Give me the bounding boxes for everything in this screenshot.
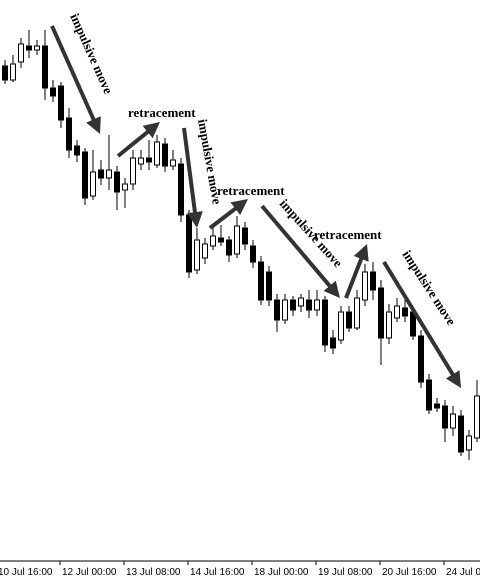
candle-body (386, 311, 392, 339)
x-tick-label: 12 Jul 00:00 (62, 567, 117, 578)
candle-body (10, 63, 16, 81)
candle-body (434, 403, 440, 409)
x-tick-label: 10 Jul 16:00 (0, 567, 53, 578)
candle-body (50, 87, 56, 97)
annotation-arrow (382, 260, 461, 388)
candle-body (370, 271, 376, 291)
candle-body (74, 145, 80, 156)
candle-body (202, 243, 208, 259)
candle-body (290, 299, 296, 311)
candle-body (98, 169, 104, 179)
x-tick-label: 19 Jul 08:00 (318, 567, 373, 578)
candle-body (42, 45, 48, 89)
candle-body (466, 435, 472, 451)
x-tick-label: 24 Jul 00:00 (446, 567, 480, 578)
annotation-label: impulsive move (67, 11, 116, 96)
candle-body (250, 245, 256, 263)
candle-body (346, 311, 352, 329)
candle-body (418, 335, 424, 383)
annotation-label: retracement (217, 183, 285, 198)
candle-body (458, 415, 464, 453)
candle-body (146, 157, 152, 163)
candle-body (186, 214, 192, 273)
annotation-arrow (260, 204, 340, 299)
annotation-label: retracement (128, 105, 196, 120)
candle-body (170, 159, 176, 167)
candle-body (2, 65, 8, 81)
candle-body (274, 299, 280, 321)
candle-body (26, 45, 32, 51)
candle-body (226, 239, 232, 256)
annotation-arrow (116, 121, 161, 158)
candle-body (122, 183, 128, 191)
annotation-arrow (182, 127, 203, 229)
candle-body (154, 141, 160, 166)
candle-body (106, 169, 112, 179)
candle-body (426, 379, 432, 411)
candle-body (234, 225, 240, 255)
candle-body (218, 237, 224, 243)
candle-body (58, 85, 64, 121)
candle-body (34, 45, 40, 51)
candle-body (90, 171, 96, 197)
annotation-label: retracement (314, 227, 382, 242)
candle-body (354, 297, 360, 329)
candle-body (242, 227, 248, 245)
candle-body (18, 43, 24, 63)
x-tick-label: 13 Jul 08:00 (126, 567, 181, 578)
x-tick-label: 18 Jul 00:00 (254, 567, 309, 578)
candle-body (394, 305, 400, 319)
candle-body (306, 299, 312, 311)
annotation-arrow (344, 244, 369, 299)
annotation-label: impulsive move (399, 247, 459, 328)
x-tick-label: 20 Jul 16:00 (382, 567, 437, 578)
candle-body (130, 157, 136, 185)
candle-body (362, 271, 368, 301)
candle-body (450, 413, 456, 429)
candle-body (338, 311, 344, 341)
candle-body (162, 143, 168, 167)
candle-body (258, 261, 264, 301)
candle-body (138, 157, 144, 165)
candle-body (402, 307, 408, 317)
candle-body (194, 239, 200, 271)
candle-body (474, 395, 480, 439)
candle-body (298, 297, 304, 307)
candle-body (282, 299, 288, 321)
candle-body (266, 271, 272, 301)
candle-body (114, 171, 120, 193)
candle-body (82, 151, 88, 199)
candle-body (210, 235, 216, 247)
candle-body (378, 287, 384, 339)
candle-body (66, 117, 72, 151)
candle-body (442, 405, 448, 429)
candle-body (330, 337, 336, 349)
annotation-arrow (208, 199, 249, 230)
candle-body (178, 163, 184, 216)
candle-body (314, 299, 320, 311)
annotation-arrow (50, 25, 101, 134)
candle-body (322, 299, 328, 346)
x-tick-label: 14 Jul 16:00 (190, 567, 245, 578)
